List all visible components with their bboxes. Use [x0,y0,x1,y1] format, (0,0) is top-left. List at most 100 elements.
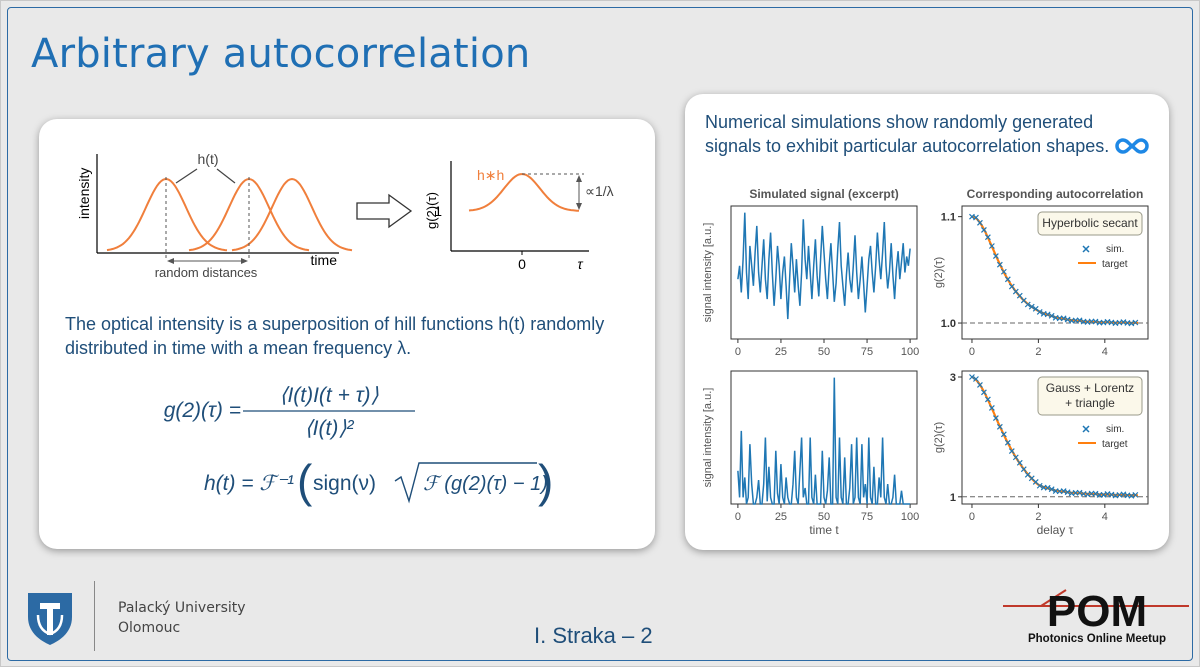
plot-3-sim-marker-23 [1060,488,1067,494]
plot-1-ytick-label-0: 1.0 [941,318,956,330]
plot-3-sim-marker-31 [1092,490,1099,497]
g2-prop-arrow-down [576,203,582,210]
plot-1-sim-marker-19 [1044,311,1051,318]
plot-1-sim-marker-23 [1060,315,1067,322]
plot-1-ytick-label-1: 1.1 [941,212,956,224]
plot-1-sim-marker-31 [1092,318,1099,325]
plot-3-xtick-label-1: 2 [1035,511,1041,523]
university-line2: Olomouc [118,620,181,636]
simulation-intro-text: Numerical simulations show randomly gene… [705,110,1153,158]
plot-0-xtick-label-2: 50 [818,346,830,358]
eq2-sqrt [394,462,537,504]
plot-0-xtick-label-1: 25 [775,346,787,358]
eq2-sign: sign(ν) [313,472,376,495]
plot-1-xtick-label-2: 4 [1102,346,1108,358]
university-logo-icon [28,593,72,645]
plot-3-sim-marker-38 [1120,491,1127,498]
author-page: I. Straka – 2 [534,623,653,648]
plot-0-signal-line [737,212,911,320]
plot-3-sim-marker-3 [980,389,987,396]
plot-1-sim-marker-10 [1008,283,1015,290]
plot-1-sim-marker-12 [1016,292,1023,299]
plot-3-sim-marker-41 [1132,491,1139,498]
plot-3-shape-label-0: Gauss + Lorentz [1046,381,1134,395]
plot-3-sim-marker-10 [1008,448,1015,455]
eq2-inner: ℱ (g(2)(τ) − 1) [423,473,548,495]
plot-1-sim-marker-14 [1024,301,1031,308]
plot-3-legend-sim-marker [1082,425,1090,433]
plot-3-sim-marker-4 [984,396,991,403]
university-line1: Palacký University [118,600,246,616]
plot-3-xtick-label-2: 4 [1102,511,1108,523]
plot-3-sim-marker-20 [1048,486,1055,493]
description-text: The optical intensity is a superposition… [65,314,605,358]
prop-label: ∝1/λ [585,183,614,199]
plot-1-xtick-label-0: 0 [969,346,975,358]
plot-3-sim-marker-1 [973,376,979,382]
g2-ylabel: g(2)(τ) [424,192,439,229]
plot-1-sim-marker-5 [988,243,995,249]
distance-arrow-left-head [167,258,174,264]
plot-1-sim-marker-1 [973,214,979,221]
hill-curve-1 [106,178,228,252]
plot-3-shape-label-1: + triangle [1065,396,1115,410]
right-panel: Numerical simulations show randomly gene… [685,94,1169,550]
plot-3-ylabel: g(2)(τ) [933,422,945,453]
plot-2-xlabel: time t [809,523,839,537]
plot-1-sim-marker-17 [1036,308,1043,315]
pom-logo: POM Photonics Online Meetup [1003,587,1189,645]
plot-1-sim-marker-3 [980,226,987,233]
plot-3-sim-marker-8 [1000,431,1007,438]
eq2-lhs: h(t) = ℱ⁻¹ [204,472,294,495]
plot-0-title: Simulated signal (excerpt) [749,187,898,201]
plot-1-sim-marker-2 [977,219,983,226]
plot-3-sim-marker-12 [1016,459,1023,466]
eq2-paren-close: ) [538,455,553,507]
eq1-denominator: ⟨I(t)⟩² [304,417,354,440]
plot-3-sim-marker-11 [1012,454,1019,461]
plot-0-xtick-label-4: 100 [901,346,919,358]
slide-title: Arbitrary autocorrelation [31,31,531,77]
plot-1-frame [961,205,1149,340]
plot-1-sim-marker-41 [1132,319,1139,326]
g2-tick-one: 1 [434,203,442,219]
plot-2-xtick-label-0: 0 [735,511,741,523]
plot-3-xtick-label-0: 0 [969,511,975,523]
hill-label: h(t) [198,151,219,167]
plot-2-xtick-label-3: 75 [861,511,873,523]
plot-1-sim-marker-27 [1076,317,1083,324]
eq1-numerator: ⟨I(t)I(t + τ)⟩ [279,384,378,407]
plot-3-legend-target: target [1102,439,1128,450]
plot-1-sim-marker-8 [1000,268,1007,275]
hh-label: h∗h [477,167,504,183]
plot-1-sim-marker-16 [1032,305,1039,312]
eq1-lhs: g(2)(τ) = [164,399,241,422]
plot-2-xtick-label-4: 100 [901,511,919,523]
plot-3-sim-marker-9 [1004,439,1011,446]
plot-3-sim-marker-19 [1044,484,1051,491]
plot-3-ytick-label-1: 3 [950,372,956,384]
pom-logo-spark [1040,589,1067,607]
plot-1-ylabel: g(2)(τ) [933,257,945,288]
plot-3-sim-marker-13 [1020,466,1027,473]
distance-arrow-right-head [241,258,248,264]
plot-2-xtick-label-2: 50 [818,511,830,523]
plot-3-shape-box [1037,376,1143,416]
equations: g(2)(τ) = ⟨I(t)I(t + τ)⟩ ⟨I(t)⟩² h(t) = … [164,384,554,507]
plot-1-sim-marker-7 [996,261,1003,268]
pom-logo-subtitle: Photonics Online Meetup [1028,633,1166,645]
plot-3-xlabel: delay τ [1037,523,1074,537]
slide-frame [7,7,1193,661]
pom-logo-text: POM [1047,587,1147,636]
intensity-label: intensity [76,168,92,219]
plot-1-shape-label-0: Hyperbolic secant [1042,216,1138,230]
plot-1-legend-target: target [1102,259,1128,270]
plot-1-sim-marker-4 [984,234,991,241]
plot-3-sim-marker-27 [1076,489,1083,496]
plot-3-sim-marker-0 [969,374,975,380]
plot-1-shape-box [1037,211,1143,236]
eq2-paren-open: ( [297,455,313,507]
hill-pointer-right [216,168,236,184]
g2-prop-arrow-up [576,175,582,182]
